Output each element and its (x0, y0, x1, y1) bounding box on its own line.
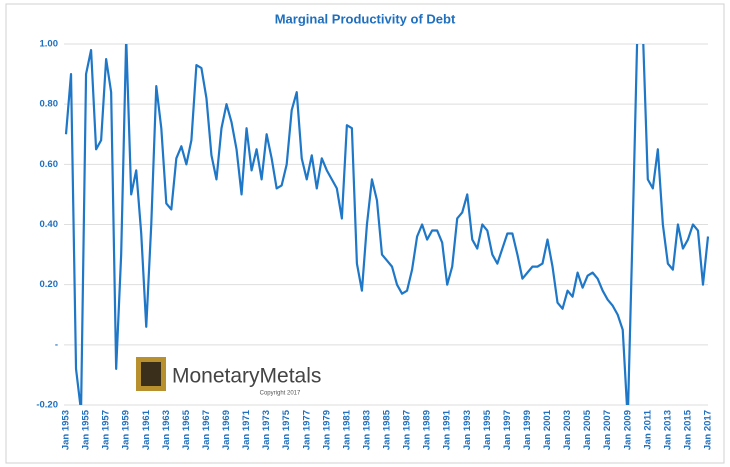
x-tick-label: Jan 1995 (482, 409, 493, 450)
x-tick-label: Jan 1987 (402, 410, 413, 450)
logo-text: MonetaryMetals (172, 365, 321, 388)
x-tick-label: Jan 1999 (522, 410, 533, 450)
y-tick-label: 1.00 (40, 39, 59, 50)
x-tick-label: Jan 1957 (101, 410, 112, 450)
x-tick-label: Jan 1983 (361, 410, 372, 450)
y-tick-label: 0.80 (40, 99, 59, 110)
x-tick-label: Jan 1981 (341, 409, 352, 450)
x-tick-label: Jan 1969 (221, 410, 232, 450)
x-tick-label: Jan 1997 (502, 410, 513, 450)
y-tick-label: 0.40 (40, 219, 59, 230)
y-tick-label: - (55, 339, 58, 350)
logo-icon-inner (141, 362, 161, 386)
x-tick-label: Jan 2017 (703, 410, 714, 450)
x-tick-label: Jan 1965 (181, 409, 192, 450)
logo-copyright: Copyright 2017 (260, 391, 301, 397)
x-tick-label: Jan 1989 (422, 410, 433, 450)
y-tick-label: 0.60 (40, 159, 59, 170)
x-tick-label: Jan 1991 (442, 409, 453, 450)
data-line (64, 44, 710, 405)
x-tick-label: Jan 2001 (542, 409, 553, 450)
x-tick-label: Jan 1963 (161, 410, 172, 450)
logo: MonetaryMetals Copyright 2017 (136, 357, 321, 397)
x-tick-label: Jan 2011 (642, 409, 653, 449)
x-tick-label: Jan 1961 (141, 409, 152, 450)
x-tick-label: Jan 1953 (61, 410, 72, 450)
x-tick-label: Jan 1975 (281, 409, 292, 450)
x-tick-label: Jan 2013 (662, 410, 673, 450)
x-tick-label: Jan 1955 (81, 409, 92, 450)
x-tick-label: Jan 1993 (462, 410, 473, 450)
chart-title: Marginal Productivity of Debt (275, 11, 456, 26)
x-tick-label: Jan 1979 (321, 410, 332, 450)
x-tick-label: Jan 2007 (602, 410, 613, 450)
y-tick-label: 0.20 (40, 279, 59, 290)
x-tick-label: Jan 1977 (301, 410, 312, 450)
x-tick-label: Jan 2005 (582, 409, 593, 450)
x-tick-label: Jan 1959 (121, 410, 132, 450)
x-tick-label: Jan 2009 (622, 410, 633, 450)
x-tick-label: Jan 2015 (682, 409, 693, 450)
x-tick-label: Jan 1967 (201, 410, 212, 450)
x-tick-label: Jan 1973 (261, 410, 272, 450)
x-tick-label: Jan 1985 (382, 409, 393, 450)
x-tick-label: Jan 1971 (241, 409, 252, 450)
x-tick-label: Jan 2003 (562, 410, 573, 450)
y-tick-label: -0.20 (36, 400, 58, 411)
